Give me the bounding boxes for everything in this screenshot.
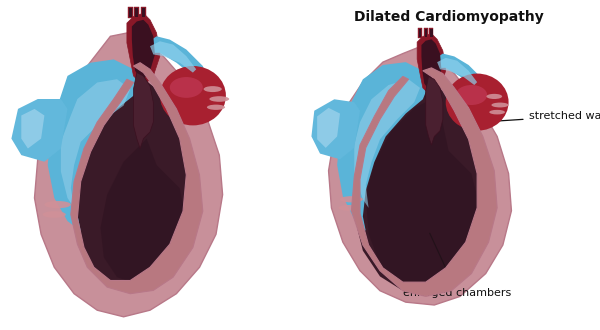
Ellipse shape <box>456 85 487 105</box>
Ellipse shape <box>491 103 509 108</box>
Polygon shape <box>337 62 428 231</box>
Polygon shape <box>127 13 160 82</box>
Polygon shape <box>434 53 488 99</box>
Polygon shape <box>48 59 140 231</box>
Polygon shape <box>61 79 130 208</box>
Text: enlarged chambers: enlarged chambers <box>403 233 511 298</box>
Polygon shape <box>71 63 203 294</box>
Ellipse shape <box>170 77 203 98</box>
Polygon shape <box>142 8 145 17</box>
Ellipse shape <box>43 211 66 218</box>
Text: Dilated Cardiomyopathy: Dilated Cardiomyopathy <box>353 10 544 23</box>
Ellipse shape <box>489 110 505 115</box>
Polygon shape <box>141 7 146 18</box>
Polygon shape <box>35 33 223 317</box>
Polygon shape <box>128 7 133 18</box>
Polygon shape <box>430 29 433 37</box>
Polygon shape <box>425 29 427 37</box>
Ellipse shape <box>203 86 222 92</box>
Polygon shape <box>421 39 442 89</box>
Text: Normal Heart: Normal Heart <box>97 0 203 2</box>
Polygon shape <box>134 7 139 18</box>
Polygon shape <box>419 29 421 37</box>
Ellipse shape <box>44 201 71 208</box>
Polygon shape <box>354 79 420 208</box>
Polygon shape <box>352 68 497 296</box>
Ellipse shape <box>487 94 502 99</box>
Polygon shape <box>329 48 511 305</box>
Polygon shape <box>132 20 155 78</box>
Polygon shape <box>424 28 428 38</box>
Ellipse shape <box>207 105 225 110</box>
Polygon shape <box>354 79 494 294</box>
Polygon shape <box>366 96 480 285</box>
Ellipse shape <box>338 205 359 211</box>
Polygon shape <box>11 99 67 162</box>
Ellipse shape <box>446 74 509 131</box>
Polygon shape <box>311 99 360 159</box>
Polygon shape <box>136 8 138 17</box>
Polygon shape <box>317 108 340 148</box>
Polygon shape <box>22 109 44 148</box>
Ellipse shape <box>340 196 363 202</box>
Polygon shape <box>426 77 443 145</box>
Polygon shape <box>418 28 422 38</box>
Polygon shape <box>147 36 209 89</box>
Ellipse shape <box>209 96 229 102</box>
Polygon shape <box>430 28 433 38</box>
Polygon shape <box>150 41 196 73</box>
Polygon shape <box>74 76 199 287</box>
Polygon shape <box>129 8 131 17</box>
Polygon shape <box>101 139 186 284</box>
Ellipse shape <box>160 66 226 125</box>
Polygon shape <box>417 34 446 94</box>
Polygon shape <box>437 58 477 85</box>
Text: stretched wall: stretched wall <box>483 112 600 122</box>
Polygon shape <box>133 73 154 148</box>
